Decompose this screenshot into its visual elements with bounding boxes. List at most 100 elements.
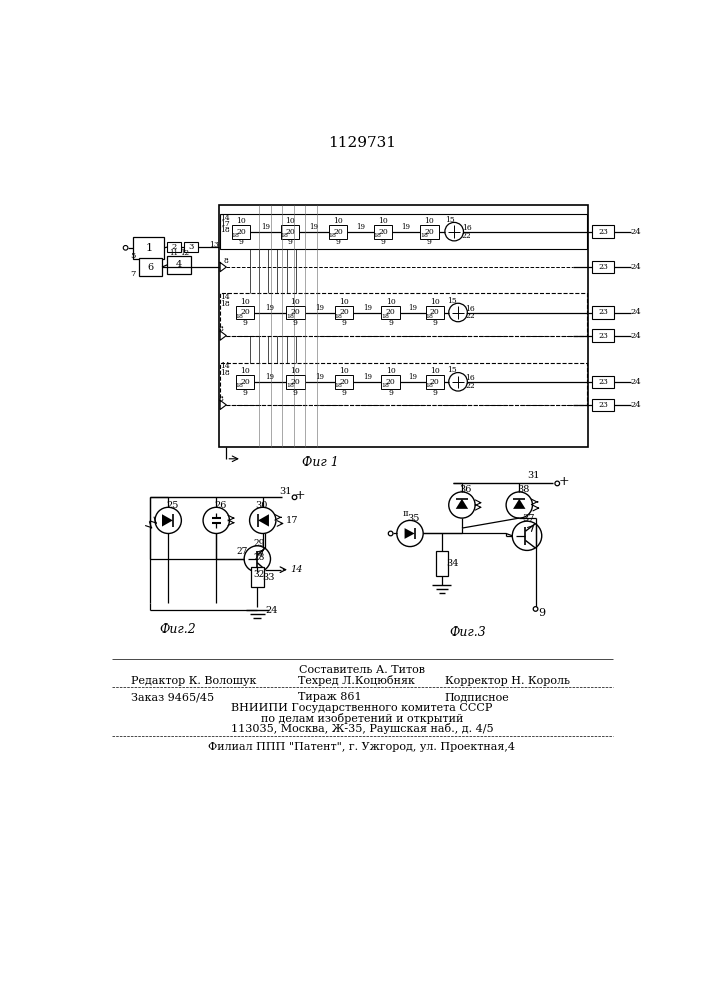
Text: 18: 18 (286, 314, 294, 319)
Text: 9: 9 (433, 389, 437, 397)
Text: 9: 9 (336, 238, 340, 246)
Text: Подписное: Подписное (445, 692, 510, 702)
Text: 7: 7 (131, 270, 136, 278)
Text: 13: 13 (209, 241, 219, 249)
Text: Тираж 861: Тираж 861 (298, 692, 361, 702)
Text: 31: 31 (280, 487, 292, 496)
Text: 10: 10 (378, 217, 387, 225)
Text: 32: 32 (253, 570, 264, 579)
Text: 10: 10 (386, 298, 395, 306)
Circle shape (449, 303, 467, 322)
Text: 26: 26 (214, 500, 226, 510)
Text: 19: 19 (363, 373, 372, 381)
Text: 30: 30 (255, 500, 267, 510)
Circle shape (388, 531, 393, 536)
Text: 14: 14 (220, 214, 230, 222)
Text: 10: 10 (339, 367, 349, 375)
Bar (592, 376, 614, 388)
Circle shape (155, 507, 182, 533)
Bar (381, 375, 400, 389)
Bar (592, 329, 614, 342)
Text: 16: 16 (466, 374, 475, 382)
Circle shape (203, 507, 230, 533)
Text: Корректор Н. Король: Корректор Н. Король (445, 676, 570, 686)
Bar (232, 225, 250, 239)
Text: 19: 19 (408, 373, 417, 381)
Text: 20: 20 (339, 308, 349, 316)
Text: 18: 18 (420, 233, 428, 238)
Text: 23: 23 (598, 378, 608, 386)
Polygon shape (220, 400, 226, 410)
Text: 10: 10 (386, 367, 395, 375)
Text: 28: 28 (253, 553, 264, 562)
Text: 20: 20 (339, 378, 349, 386)
Text: 35: 35 (408, 514, 420, 523)
Text: 6: 6 (147, 263, 153, 272)
Text: 9: 9 (433, 319, 437, 327)
Text: 15: 15 (447, 297, 457, 305)
Text: 15: 15 (445, 216, 455, 224)
Circle shape (506, 492, 532, 518)
Text: 9: 9 (341, 319, 346, 327)
Text: 31: 31 (527, 471, 540, 480)
Bar (168, 242, 182, 252)
Text: 24: 24 (630, 378, 641, 386)
Text: 16: 16 (466, 305, 475, 313)
Text: 22: 22 (466, 312, 475, 320)
Circle shape (397, 520, 423, 547)
Text: 9: 9 (239, 238, 243, 246)
Text: 19: 19 (315, 304, 325, 312)
Text: 18: 18 (220, 369, 230, 377)
Text: 14: 14 (290, 565, 303, 574)
Text: 18: 18 (373, 233, 382, 238)
Text: 19: 19 (356, 223, 365, 231)
Circle shape (292, 495, 297, 500)
Circle shape (449, 492, 475, 518)
Text: 20: 20 (240, 308, 250, 316)
Text: 17: 17 (220, 220, 230, 228)
Text: 34: 34 (446, 559, 459, 568)
Text: 20: 20 (291, 308, 300, 316)
Text: 24: 24 (630, 228, 641, 236)
Polygon shape (404, 528, 414, 539)
Text: Фиг.2: Фиг.2 (159, 623, 196, 636)
Text: 10: 10 (291, 367, 300, 375)
Text: 17: 17 (286, 516, 298, 525)
Text: 3: 3 (189, 243, 194, 251)
Text: 9: 9 (388, 389, 393, 397)
Text: 20: 20 (386, 308, 395, 316)
Text: 18: 18 (334, 314, 343, 319)
Bar (235, 306, 255, 319)
Bar (286, 306, 305, 319)
Text: 24: 24 (630, 308, 641, 316)
Text: 20: 20 (291, 378, 300, 386)
Text: Редактор К. Волошук: Редактор К. Волошук (131, 676, 257, 686)
Circle shape (250, 507, 276, 533)
Text: 1: 1 (145, 243, 153, 253)
Text: 20: 20 (285, 228, 295, 236)
Text: 10: 10 (430, 367, 440, 375)
Text: 19: 19 (266, 304, 274, 312)
Text: 10: 10 (424, 217, 434, 225)
Text: 9: 9 (388, 319, 393, 327)
Text: +: + (559, 475, 570, 488)
Text: 20: 20 (424, 228, 434, 236)
Text: Филиал ППП "Патент", г. Ужгород, ул. Проектная,4: Филиал ППП "Патент", г. Ужгород, ул. Про… (209, 742, 515, 752)
Text: 18: 18 (426, 383, 433, 388)
Text: 19: 19 (266, 373, 274, 381)
Text: 19: 19 (310, 223, 318, 231)
Bar (335, 375, 354, 389)
Text: 18: 18 (220, 226, 230, 234)
Text: 20: 20 (386, 378, 395, 386)
Bar (251, 567, 264, 587)
Text: II: II (403, 510, 409, 518)
Text: 9: 9 (380, 238, 385, 246)
Text: 19: 19 (315, 373, 325, 381)
Bar (235, 375, 255, 389)
Text: 20: 20 (333, 228, 343, 236)
Text: 24: 24 (630, 401, 641, 409)
Text: 18: 18 (235, 314, 243, 319)
Text: 19: 19 (402, 223, 411, 231)
Polygon shape (220, 262, 226, 272)
Text: 23: 23 (598, 228, 608, 236)
